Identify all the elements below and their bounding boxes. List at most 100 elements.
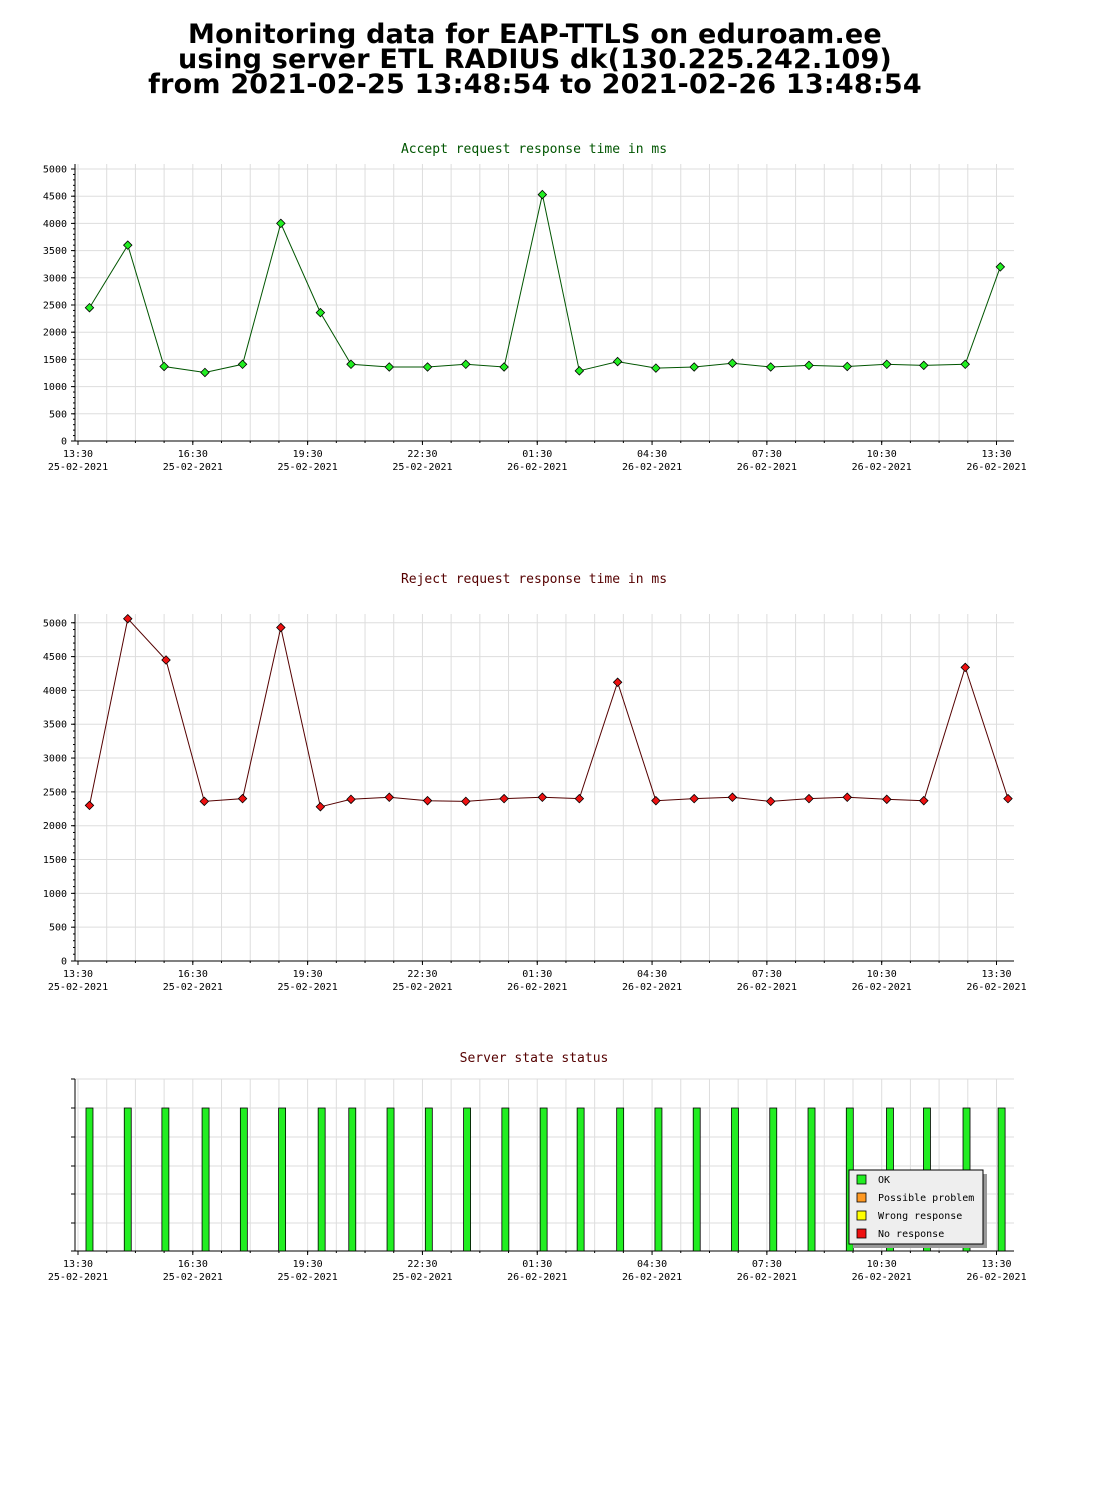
status-bar bbox=[692, 1107, 701, 1252]
y-tick-label: 1000 bbox=[43, 889, 67, 900]
legend-swatch bbox=[856, 1192, 867, 1203]
data-point bbox=[612, 356, 623, 367]
x-tick-date: 25-02-2021 bbox=[163, 982, 223, 993]
y-tick-label: 3000 bbox=[43, 754, 67, 765]
x-tick-date: 25-02-2021 bbox=[278, 1272, 338, 1283]
chart-title: Server state status bbox=[460, 1051, 609, 1066]
data-point bbox=[842, 361, 853, 372]
data-point bbox=[161, 655, 171, 665]
x-tick-time: 10:30 bbox=[867, 969, 897, 980]
x-tick-time: 04:30 bbox=[637, 1259, 667, 1270]
x-tick-time: 16:30 bbox=[178, 969, 208, 980]
x-tick-date: 25-02-2021 bbox=[278, 982, 338, 993]
x-tick-date: 25-02-2021 bbox=[392, 982, 452, 993]
x-tick-time: 22:30 bbox=[407, 1259, 437, 1270]
chart-title: Reject request response time in ms bbox=[401, 572, 667, 587]
data-point bbox=[882, 359, 892, 370]
legend-label: OK bbox=[878, 1175, 890, 1186]
x-tick-date: 25-02-2021 bbox=[392, 1272, 452, 1283]
x-tick-date: 25-02-2021 bbox=[392, 462, 452, 473]
legend-swatch bbox=[856, 1210, 867, 1221]
y-tick-label: 1000 bbox=[43, 382, 67, 393]
data-point bbox=[200, 367, 210, 378]
x-tick-date: 25-02-2021 bbox=[278, 462, 338, 473]
data-point bbox=[574, 366, 585, 376]
x-tick-date: 26-02-2021 bbox=[737, 1272, 797, 1283]
x-tick-time: 13:30 bbox=[63, 449, 93, 460]
series-line bbox=[89, 194, 1001, 374]
data-point bbox=[804, 360, 814, 371]
data-point bbox=[960, 662, 971, 673]
data-point bbox=[199, 796, 210, 807]
x-tick-date: 26-02-2021 bbox=[737, 982, 797, 993]
y-tick-label: 4500 bbox=[43, 652, 67, 663]
status-bar bbox=[769, 1107, 778, 1252]
status-bar bbox=[424, 1107, 433, 1252]
x-tick-date: 25-02-2021 bbox=[163, 1272, 223, 1283]
data-point bbox=[882, 794, 892, 805]
data-point bbox=[346, 359, 356, 370]
y-tick-label: 4500 bbox=[43, 192, 67, 203]
data-point bbox=[651, 363, 661, 373]
data-point bbox=[384, 792, 395, 803]
x-tick-time: 13:30 bbox=[63, 969, 93, 980]
x-tick-time: 10:30 bbox=[867, 449, 897, 460]
data-point bbox=[765, 362, 776, 372]
status-bar bbox=[539, 1107, 548, 1252]
x-tick-date: 26-02-2021 bbox=[737, 462, 797, 473]
data-point bbox=[919, 795, 929, 806]
x-tick-date: 26-02-2021 bbox=[622, 462, 682, 473]
status-bar bbox=[997, 1107, 1006, 1252]
status-bar bbox=[616, 1107, 625, 1252]
data-point bbox=[960, 359, 971, 370]
y-tick-label: 2000 bbox=[43, 821, 67, 832]
data-point bbox=[574, 793, 585, 804]
x-tick-date: 26-02-2021 bbox=[507, 982, 567, 993]
status-bar bbox=[807, 1107, 816, 1252]
status-bar bbox=[317, 1107, 326, 1252]
status-bar bbox=[239, 1107, 248, 1252]
y-tick-label: 1500 bbox=[43, 855, 67, 866]
x-tick-time: 13:30 bbox=[981, 449, 1011, 460]
x-tick-time: 10:30 bbox=[867, 1259, 897, 1270]
x-tick-time: 07:30 bbox=[752, 449, 782, 460]
x-tick-time: 07:30 bbox=[752, 1259, 782, 1270]
legend-swatch bbox=[856, 1174, 867, 1185]
x-tick-time: 04:30 bbox=[637, 969, 667, 980]
x-tick-date: 26-02-2021 bbox=[966, 1272, 1026, 1283]
x-tick-date: 25-02-2021 bbox=[48, 1272, 108, 1283]
x-tick-time: 22:30 bbox=[407, 969, 437, 980]
data-point bbox=[537, 189, 548, 200]
data-point bbox=[315, 307, 326, 318]
x-tick-time: 19:30 bbox=[293, 1259, 323, 1270]
x-tick-date: 25-02-2021 bbox=[48, 982, 108, 993]
y-tick-label: 0 bbox=[61, 957, 67, 968]
status-bar bbox=[123, 1107, 132, 1252]
data-point bbox=[919, 360, 929, 371]
x-tick-time: 16:30 bbox=[178, 449, 208, 460]
x-tick-time: 04:30 bbox=[637, 449, 667, 460]
title-line-1: Monitoring data for EAP-TTLS on eduroam.… bbox=[188, 19, 882, 50]
x-tick-date: 25-02-2021 bbox=[163, 462, 223, 473]
data-point bbox=[1003, 793, 1013, 804]
status-bar bbox=[85, 1107, 94, 1252]
data-point bbox=[276, 622, 286, 633]
data-point bbox=[346, 794, 356, 805]
data-point bbox=[422, 362, 433, 372]
status-bar bbox=[201, 1107, 210, 1252]
status-bar bbox=[463, 1107, 471, 1252]
data-point bbox=[159, 361, 169, 372]
status-bar bbox=[731, 1107, 739, 1252]
data-point bbox=[689, 793, 699, 804]
x-tick-date: 26-02-2021 bbox=[507, 462, 567, 473]
y-tick-label: 500 bbox=[49, 409, 67, 420]
x-tick-time: 07:30 bbox=[752, 969, 782, 980]
data-point bbox=[995, 262, 1006, 272]
x-tick-time: 01:30 bbox=[522, 1259, 552, 1270]
legend-box bbox=[848, 1169, 984, 1245]
x-tick-time: 19:30 bbox=[293, 969, 323, 980]
y-tick-label: 5000 bbox=[43, 618, 67, 629]
legend-label: No response bbox=[878, 1229, 944, 1240]
data-point bbox=[422, 795, 433, 806]
